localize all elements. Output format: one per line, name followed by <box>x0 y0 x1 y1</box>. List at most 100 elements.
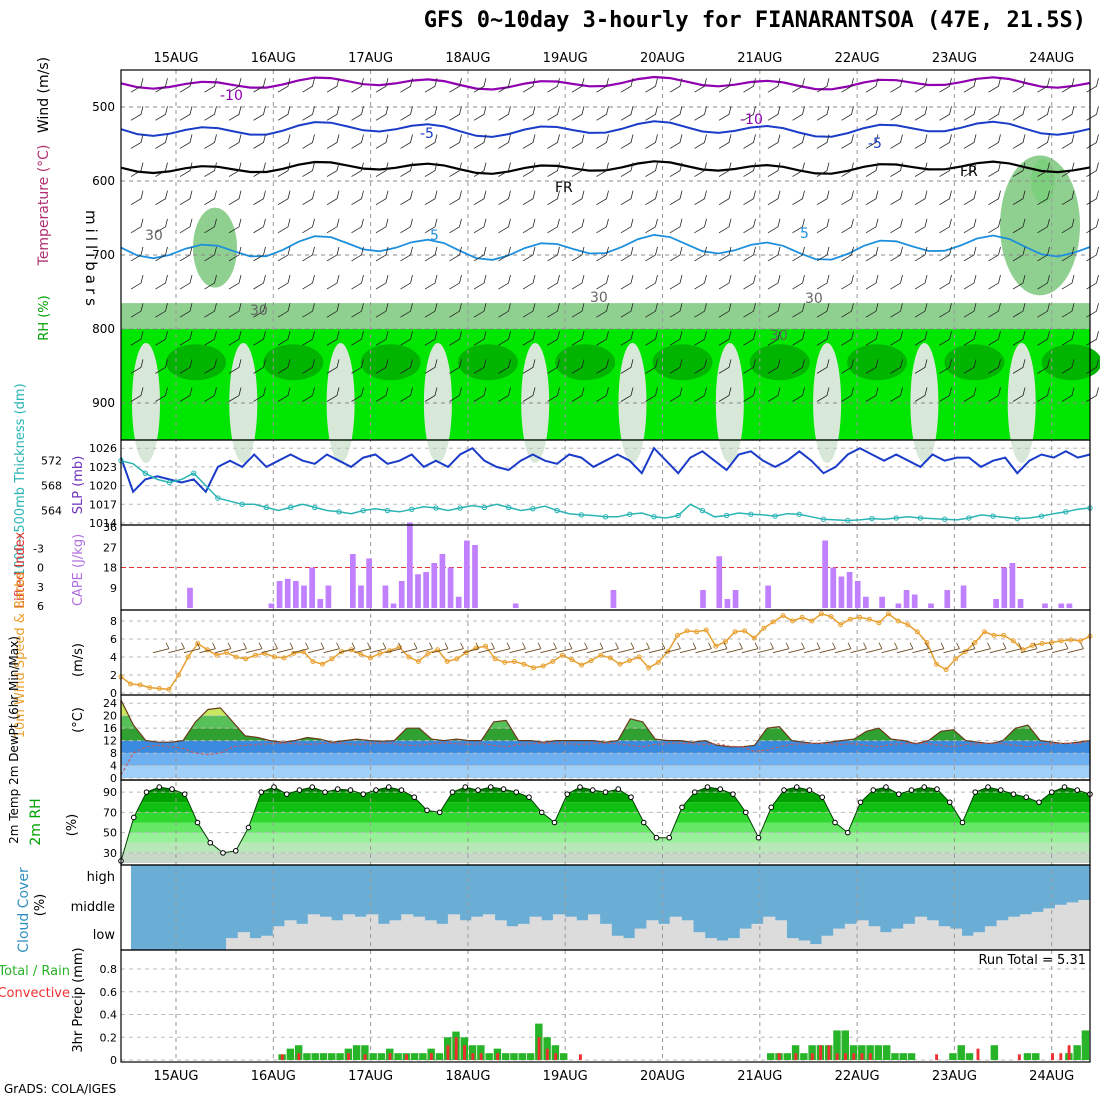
upper-wind-barb <box>596 134 609 149</box>
rh-dry-column <box>1007 343 1036 463</box>
cape-bar <box>398 581 405 608</box>
precip-run-total: Run Total = 5.31 <box>978 953 1086 968</box>
wind-barb <box>261 642 278 654</box>
upper-wind-barb <box>424 274 438 290</box>
upper-wind-barb <box>792 134 805 149</box>
date-label-bottom: 23AUG <box>932 1069 977 1084</box>
rh2m-point <box>985 784 991 790</box>
upper-wind-barb <box>963 274 977 290</box>
wind-barb <box>896 642 914 654</box>
ytick-wind: 2 <box>110 669 117 682</box>
rh2m-point <box>691 789 698 795</box>
thickness-point <box>481 504 488 511</box>
precip-total-bar <box>833 1030 841 1060</box>
ytick-wind: 4 <box>110 651 117 664</box>
cloud-low-bar <box>1054 904 1068 950</box>
wind-speed-point <box>713 643 719 649</box>
cloud-low-bar <box>599 923 612 950</box>
upper-wind-barb <box>939 106 952 121</box>
upper-wind-barb <box>767 303 781 318</box>
upper-wind-barb <box>939 78 952 93</box>
cape-bar <box>732 590 739 608</box>
upper-wind-barb <box>743 246 756 262</box>
upper-wind-barb <box>669 387 683 402</box>
precip-conv-bar <box>578 1054 582 1060</box>
rh2m-point <box>436 809 443 816</box>
upper-wind-barb <box>130 134 144 149</box>
upper-wind-barb <box>179 331 193 346</box>
wind-speed-point <box>703 627 709 633</box>
upper-wind-barb <box>620 190 634 206</box>
rh2m-point <box>704 784 711 790</box>
upper-wind-barb <box>155 106 168 121</box>
wind-speed-point <box>540 663 546 669</box>
upper-wind-barb <box>669 331 683 346</box>
thickness-point <box>239 501 245 508</box>
wind-barb <box>183 642 201 654</box>
cape-bar <box>1042 603 1048 608</box>
precip-total-bar <box>518 1053 526 1060</box>
upper-wind-barb <box>816 359 830 374</box>
upper-wind-barb <box>1037 190 1050 206</box>
upper-wind-barb <box>620 106 634 121</box>
upper-wind-barb <box>253 246 266 262</box>
upper-wind-barb <box>253 303 266 318</box>
date-label-top: 22AUG <box>835 51 880 66</box>
rh2m-point <box>921 784 928 790</box>
upper-wind-barb <box>277 106 291 121</box>
upper-wind-barb <box>1012 331 1026 346</box>
rh2m-band <box>121 812 1090 823</box>
cloud-low-bar <box>331 920 344 950</box>
contour-label: 30 <box>145 228 163 244</box>
upper-wind-barb <box>449 162 462 177</box>
rh2m-point <box>666 834 673 841</box>
ytick-thickness: 568 <box>41 480 62 493</box>
rh2m-point <box>972 789 979 795</box>
rh2m-point <box>781 787 787 793</box>
precip-conv-bar <box>852 1053 856 1060</box>
precip-total-bar <box>907 1053 916 1060</box>
wind-barb <box>881 642 898 654</box>
thickness-point <box>433 505 439 511</box>
ytick-slp: 1023 <box>89 461 117 474</box>
upper-wind-barb <box>1037 218 1050 234</box>
upper-wind-barb <box>816 218 830 234</box>
upper-wind-barb <box>155 303 168 318</box>
cloud-low-bar <box>693 932 706 950</box>
wind-speed-point <box>166 686 172 692</box>
wind-speed-point <box>156 686 162 691</box>
rh2m-band <box>121 792 1090 803</box>
upper-wind-barb <box>1037 162 1050 177</box>
contour-label: FR <box>960 164 978 180</box>
upper-wind-barb <box>302 134 315 149</box>
upper-wind-barb <box>890 246 903 262</box>
rh-core <box>749 344 810 381</box>
cloud-low-bar <box>798 940 811 950</box>
upper-wind-barb <box>816 246 830 262</box>
wind-speed-point <box>176 672 182 678</box>
wind-speed-point <box>243 656 249 662</box>
upper-wind-barb <box>596 359 609 374</box>
upper-wind-barb <box>890 331 903 346</box>
rh2m-point <box>959 819 966 826</box>
upper-wind-barb <box>155 274 168 290</box>
date-label-bottom: 21AUG <box>737 1069 782 1084</box>
date-label-top: 16AUG <box>251 51 296 66</box>
unit-wind10m: (m/s) <box>71 643 86 677</box>
upper-wind-barb <box>302 387 315 402</box>
precip-conv-bar <box>844 1053 847 1060</box>
upper-wind-barb <box>375 331 389 346</box>
thickness-point <box>941 516 948 522</box>
wind-speed-point <box>569 657 575 663</box>
upper-wind-barb <box>767 190 781 206</box>
upper-wind-barb <box>988 359 1001 374</box>
upper-wind-barb <box>890 303 903 318</box>
ytick-cape: 27 <box>103 541 117 554</box>
wind-barb <box>834 642 852 654</box>
temp-band <box>121 700 1090 704</box>
upper-wind-barb <box>694 78 707 93</box>
upper-wind-barb <box>718 218 732 234</box>
upper-wind-barb <box>1012 190 1026 206</box>
cape-bar <box>358 585 364 608</box>
upper-wind-barb <box>326 387 340 402</box>
